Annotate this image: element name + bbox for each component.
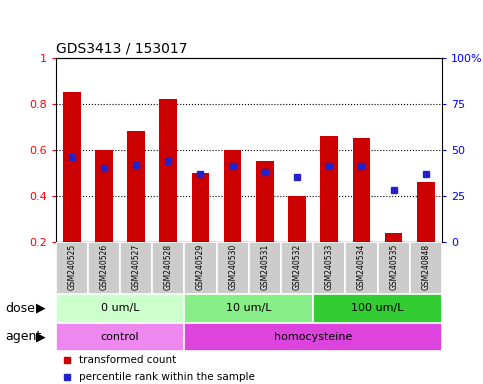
Bar	[56, 242, 88, 294]
Text: GSM240530: GSM240530	[228, 243, 237, 290]
Bar	[288, 196, 306, 242]
Bar	[353, 138, 370, 242]
Bar	[63, 92, 81, 242]
Text: GSM240534: GSM240534	[357, 243, 366, 290]
Text: GSM240525: GSM240525	[67, 244, 76, 290]
Bar	[410, 242, 442, 294]
Bar	[88, 242, 120, 294]
Bar	[378, 242, 410, 294]
Bar	[345, 242, 378, 294]
Bar	[313, 242, 345, 294]
Bar	[152, 242, 185, 294]
Bar	[192, 173, 209, 242]
Bar	[385, 233, 402, 242]
Bar	[224, 150, 242, 242]
Text: GSM240527: GSM240527	[131, 244, 141, 290]
Text: GSM240848: GSM240848	[421, 244, 430, 290]
Text: dose: dose	[5, 302, 35, 314]
Bar	[281, 242, 313, 294]
Text: GSM240529: GSM240529	[196, 244, 205, 290]
Text: agent: agent	[5, 331, 41, 343]
Text: GSM240532: GSM240532	[293, 244, 301, 290]
Text: GSM240531: GSM240531	[260, 244, 270, 290]
Bar	[185, 242, 216, 294]
Text: GDS3413 / 153017: GDS3413 / 153017	[56, 41, 187, 55]
Bar	[127, 131, 145, 242]
Bar	[56, 294, 185, 323]
Text: ▶: ▶	[36, 302, 46, 314]
Text: transformed count: transformed count	[79, 354, 176, 364]
Text: GSM240526: GSM240526	[99, 244, 108, 290]
Text: GSM240535: GSM240535	[389, 243, 398, 290]
Text: homocysteine: homocysteine	[274, 332, 352, 342]
Text: 100 um/L: 100 um/L	[351, 303, 404, 313]
Bar	[120, 242, 152, 294]
Bar	[249, 242, 281, 294]
Bar	[320, 136, 338, 242]
Text: control: control	[100, 332, 139, 342]
Bar	[417, 182, 435, 242]
Bar	[185, 294, 313, 323]
Bar	[185, 323, 442, 351]
Bar	[56, 323, 185, 351]
Bar	[95, 150, 113, 242]
Text: 0 um/L: 0 um/L	[100, 303, 139, 313]
Bar	[216, 242, 249, 294]
Bar	[313, 294, 442, 323]
Bar	[256, 161, 274, 242]
Text: 10 um/L: 10 um/L	[226, 303, 271, 313]
Bar	[159, 99, 177, 242]
Text: GSM240528: GSM240528	[164, 244, 173, 290]
Text: GSM240533: GSM240533	[325, 243, 334, 290]
Text: percentile rank within the sample: percentile rank within the sample	[79, 372, 255, 382]
Text: ▶: ▶	[36, 331, 46, 343]
